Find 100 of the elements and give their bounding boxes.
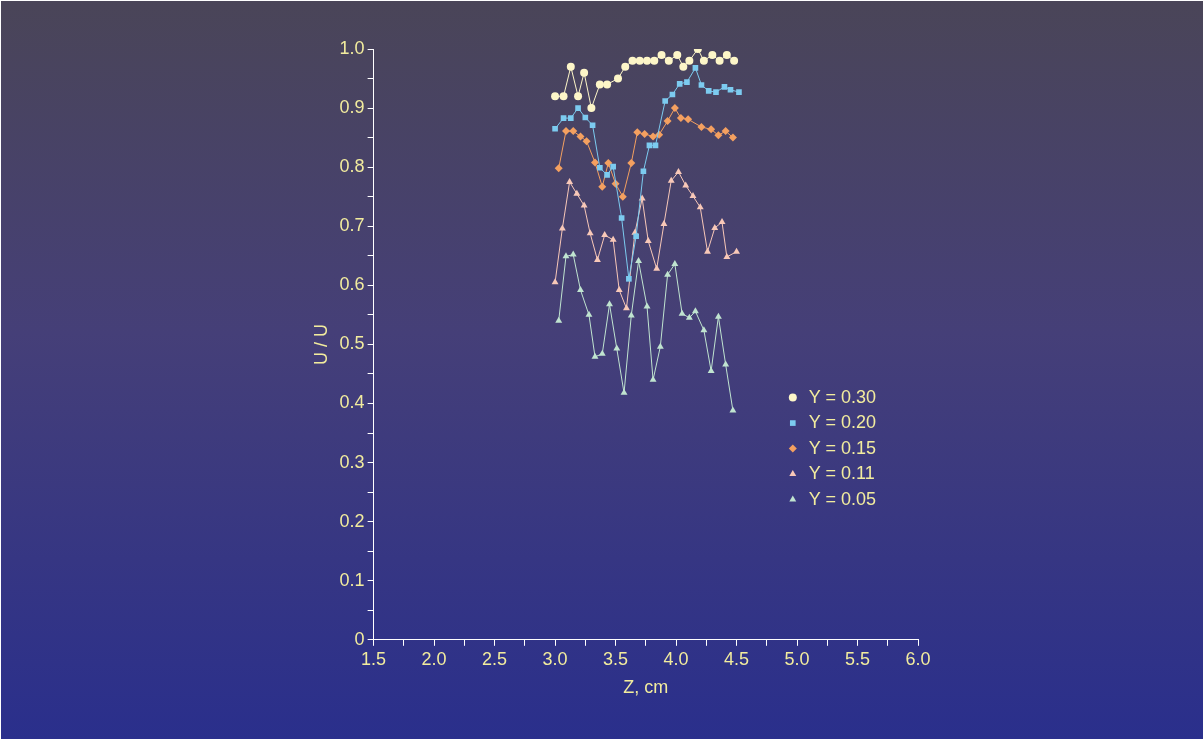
point [721,127,730,136]
y-axis-title: U / U [310,323,331,365]
point [676,114,685,123]
legend-label: Y = 0.05 [808,488,877,509]
point [559,92,568,101]
y-tick-label: 0.8 [339,156,365,177]
point [705,88,712,94]
point [685,313,693,320]
point [635,257,643,264]
x-tick-label: 5.0 [784,648,810,669]
y-tick-label: 1.0 [339,37,365,58]
x-tick-label: 5.5 [845,648,871,669]
point [552,125,558,132]
y-tick-label: 0 [354,628,365,649]
point [555,316,563,323]
x-tick-label: 2.0 [421,648,447,669]
point [663,117,672,126]
point [721,83,728,90]
point [650,56,659,65]
y-tick-label: 0.6 [339,274,365,295]
point [673,50,682,59]
point [598,182,607,191]
point [715,56,724,65]
point [699,56,708,65]
point [689,192,697,199]
point [593,255,601,262]
point [643,302,651,309]
point [582,114,589,121]
point [649,375,657,382]
point [580,201,588,208]
point [662,98,668,104]
point [569,250,577,257]
legend-label: Y = 0.11 [808,463,875,484]
point [711,224,719,231]
point [610,163,616,170]
point [727,86,734,93]
point [603,80,612,89]
point [729,406,737,413]
point [567,115,574,121]
point [597,164,603,171]
point [615,286,623,293]
point [723,252,731,259]
x-tick-label: 4.0 [663,648,689,669]
point [598,349,606,356]
point [675,167,682,174]
point [591,158,599,167]
point [633,233,639,240]
point [714,131,723,140]
point [609,235,617,242]
point [656,342,664,349]
point [604,159,613,168]
point [560,115,567,121]
point [643,56,652,65]
point [618,215,625,221]
point [566,62,575,71]
point [664,56,673,65]
point [626,275,632,282]
point [575,105,581,111]
point [635,56,644,65]
point [691,307,699,314]
point [640,130,649,139]
point [613,74,622,83]
point [728,133,737,142]
point [601,231,609,238]
point [653,264,661,271]
y-tick-label: 0.1 [339,569,365,590]
x-tick-label: 6.0 [905,648,931,669]
point [628,56,637,65]
y-tick-label: 0.4 [339,392,365,413]
point [646,142,653,149]
x-tick-label: 3.5 [603,648,629,669]
point [577,286,584,293]
point [621,62,630,71]
point [649,132,658,141]
point [670,104,679,113]
legend-label: Y = 0.30 [808,386,877,407]
point [558,224,566,231]
point [684,115,693,124]
y-tick-label: 0.5 [339,333,365,354]
point [595,80,604,89]
point [713,89,719,95]
y-tick-label: 0.2 [339,510,365,531]
x-tick-label: 3.0 [542,648,568,669]
point [633,128,642,137]
x-axis-title: Z, cm [623,677,669,698]
point [704,247,711,254]
point [652,142,659,149]
point [679,62,688,71]
point [714,312,722,319]
point [640,168,647,175]
point [554,164,563,173]
point [644,237,652,244]
x-tick-label: 2.5 [482,648,508,669]
point [684,79,690,85]
point [573,189,581,196]
point [574,92,583,101]
point [576,132,585,141]
point [660,219,668,226]
point [730,56,739,65]
y-tick-label: 0.9 [339,97,365,118]
